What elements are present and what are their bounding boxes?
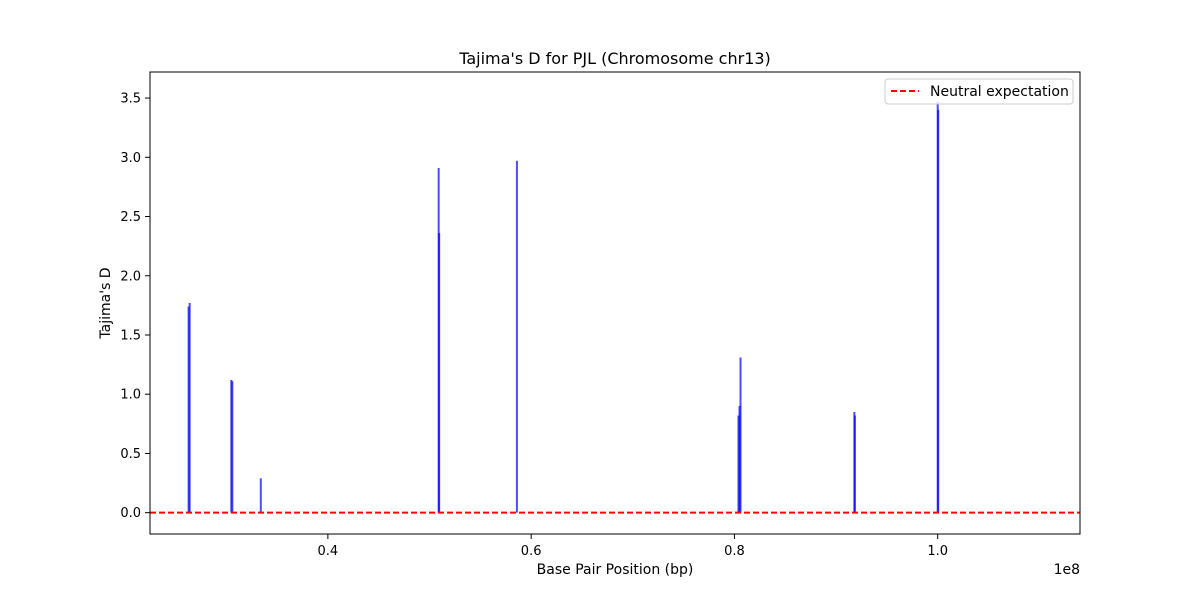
x-tick-label-2: 0.8	[724, 544, 745, 559]
bar-8	[737, 415, 740, 513]
y-axis: 0.0 0.5 1.0 1.5 2.0 2.5 3.0 3.5	[120, 92, 150, 521]
legend: Neutral expectation	[884, 78, 1074, 105]
x-axis: 0.4 0.6 0.8 1.0	[318, 534, 948, 559]
bar-14	[937, 109, 940, 513]
y-tick-label-1: 0.5	[120, 447, 141, 462]
y-tick-label-7: 3.5	[120, 92, 141, 107]
bar-2	[230, 380, 233, 513]
bar-7	[515, 160, 518, 513]
bar-12	[853, 415, 856, 513]
y-axis-label: Tajima's D	[98, 267, 114, 339]
y-tick-label-3: 1.5	[120, 328, 141, 343]
x-axis-offset-label: 1e8	[1054, 562, 1080, 578]
y-tick-label-6: 3.0	[120, 151, 141, 166]
x-tick-label-0: 0.4	[318, 544, 339, 559]
x-tick-label-3: 1.0	[927, 544, 948, 559]
y-tick-label-2: 1.0	[120, 388, 141, 403]
bar-6	[438, 233, 441, 513]
y-tick-label-0: 0.0	[120, 506, 141, 521]
legend-neutral-expectation-label: Neutral expectation	[930, 84, 1069, 100]
bars-layer	[187, 101, 940, 513]
y-tick-label-4: 2.0	[120, 269, 141, 284]
bar-4	[259, 478, 262, 513]
bar-3	[231, 381, 234, 513]
x-tick-label-1: 0.6	[521, 544, 542, 559]
chart-title: Tajima's D for PJL (Chromosome chr13)	[458, 49, 771, 68]
bar-1	[188, 303, 191, 513]
x-axis-label: Base Pair Position (bp)	[537, 562, 694, 578]
bar-0	[187, 306, 190, 513]
y-tick-label-5: 2.5	[120, 210, 141, 225]
bar-9	[738, 406, 741, 513]
legend-box	[884, 78, 1074, 105]
bar-10	[739, 357, 742, 513]
plot-area-frame	[149, 71, 1081, 535]
